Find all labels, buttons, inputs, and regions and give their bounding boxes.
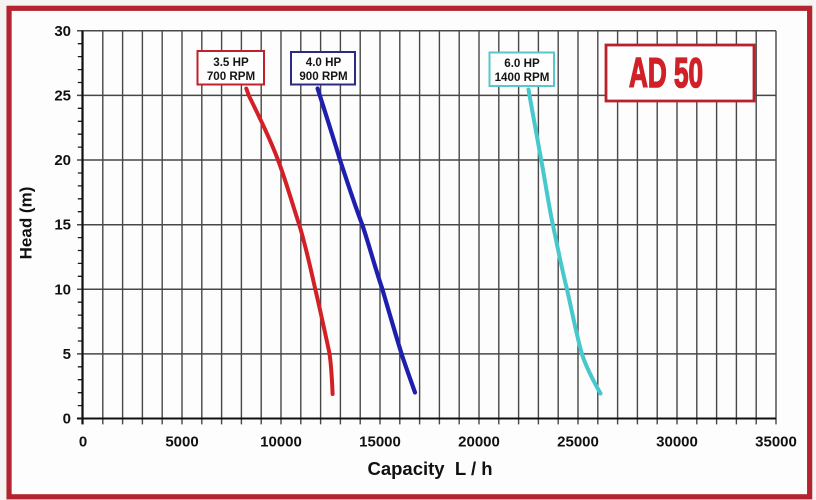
svg-text:30000: 30000 (656, 434, 698, 451)
svg-text:AD 50: AD 50 (629, 49, 703, 96)
svg-text:Capacity L / h: Capacity L / h (367, 458, 492, 479)
svg-text:20000: 20000 (458, 434, 500, 451)
svg-text:25: 25 (54, 87, 71, 104)
svg-text:900 RPM: 900 RPM (299, 70, 347, 83)
svg-text:700 RPM: 700 RPM (207, 70, 255, 83)
svg-text:0: 0 (63, 411, 71, 428)
svg-text:0: 0 (79, 434, 87, 451)
svg-text:20: 20 (54, 152, 71, 169)
svg-text:3.5 HP: 3.5 HP (213, 56, 249, 69)
svg-text:15: 15 (54, 217, 71, 234)
svg-text:15000: 15000 (359, 434, 401, 451)
svg-text:10000: 10000 (260, 434, 302, 451)
svg-text:Head (m): Head (m) (17, 187, 36, 260)
svg-text:5: 5 (63, 346, 71, 363)
svg-text:35000: 35000 (755, 434, 797, 451)
svg-text:6.0 HP: 6.0 HP (504, 57, 540, 70)
svg-text:4.0 HP: 4.0 HP (306, 56, 342, 69)
svg-text:30: 30 (54, 23, 71, 40)
svg-text:10: 10 (54, 281, 71, 298)
svg-text:25000: 25000 (557, 434, 599, 451)
svg-text:1400 RPM: 1400 RPM (495, 71, 550, 84)
svg-text:5000: 5000 (165, 434, 198, 451)
